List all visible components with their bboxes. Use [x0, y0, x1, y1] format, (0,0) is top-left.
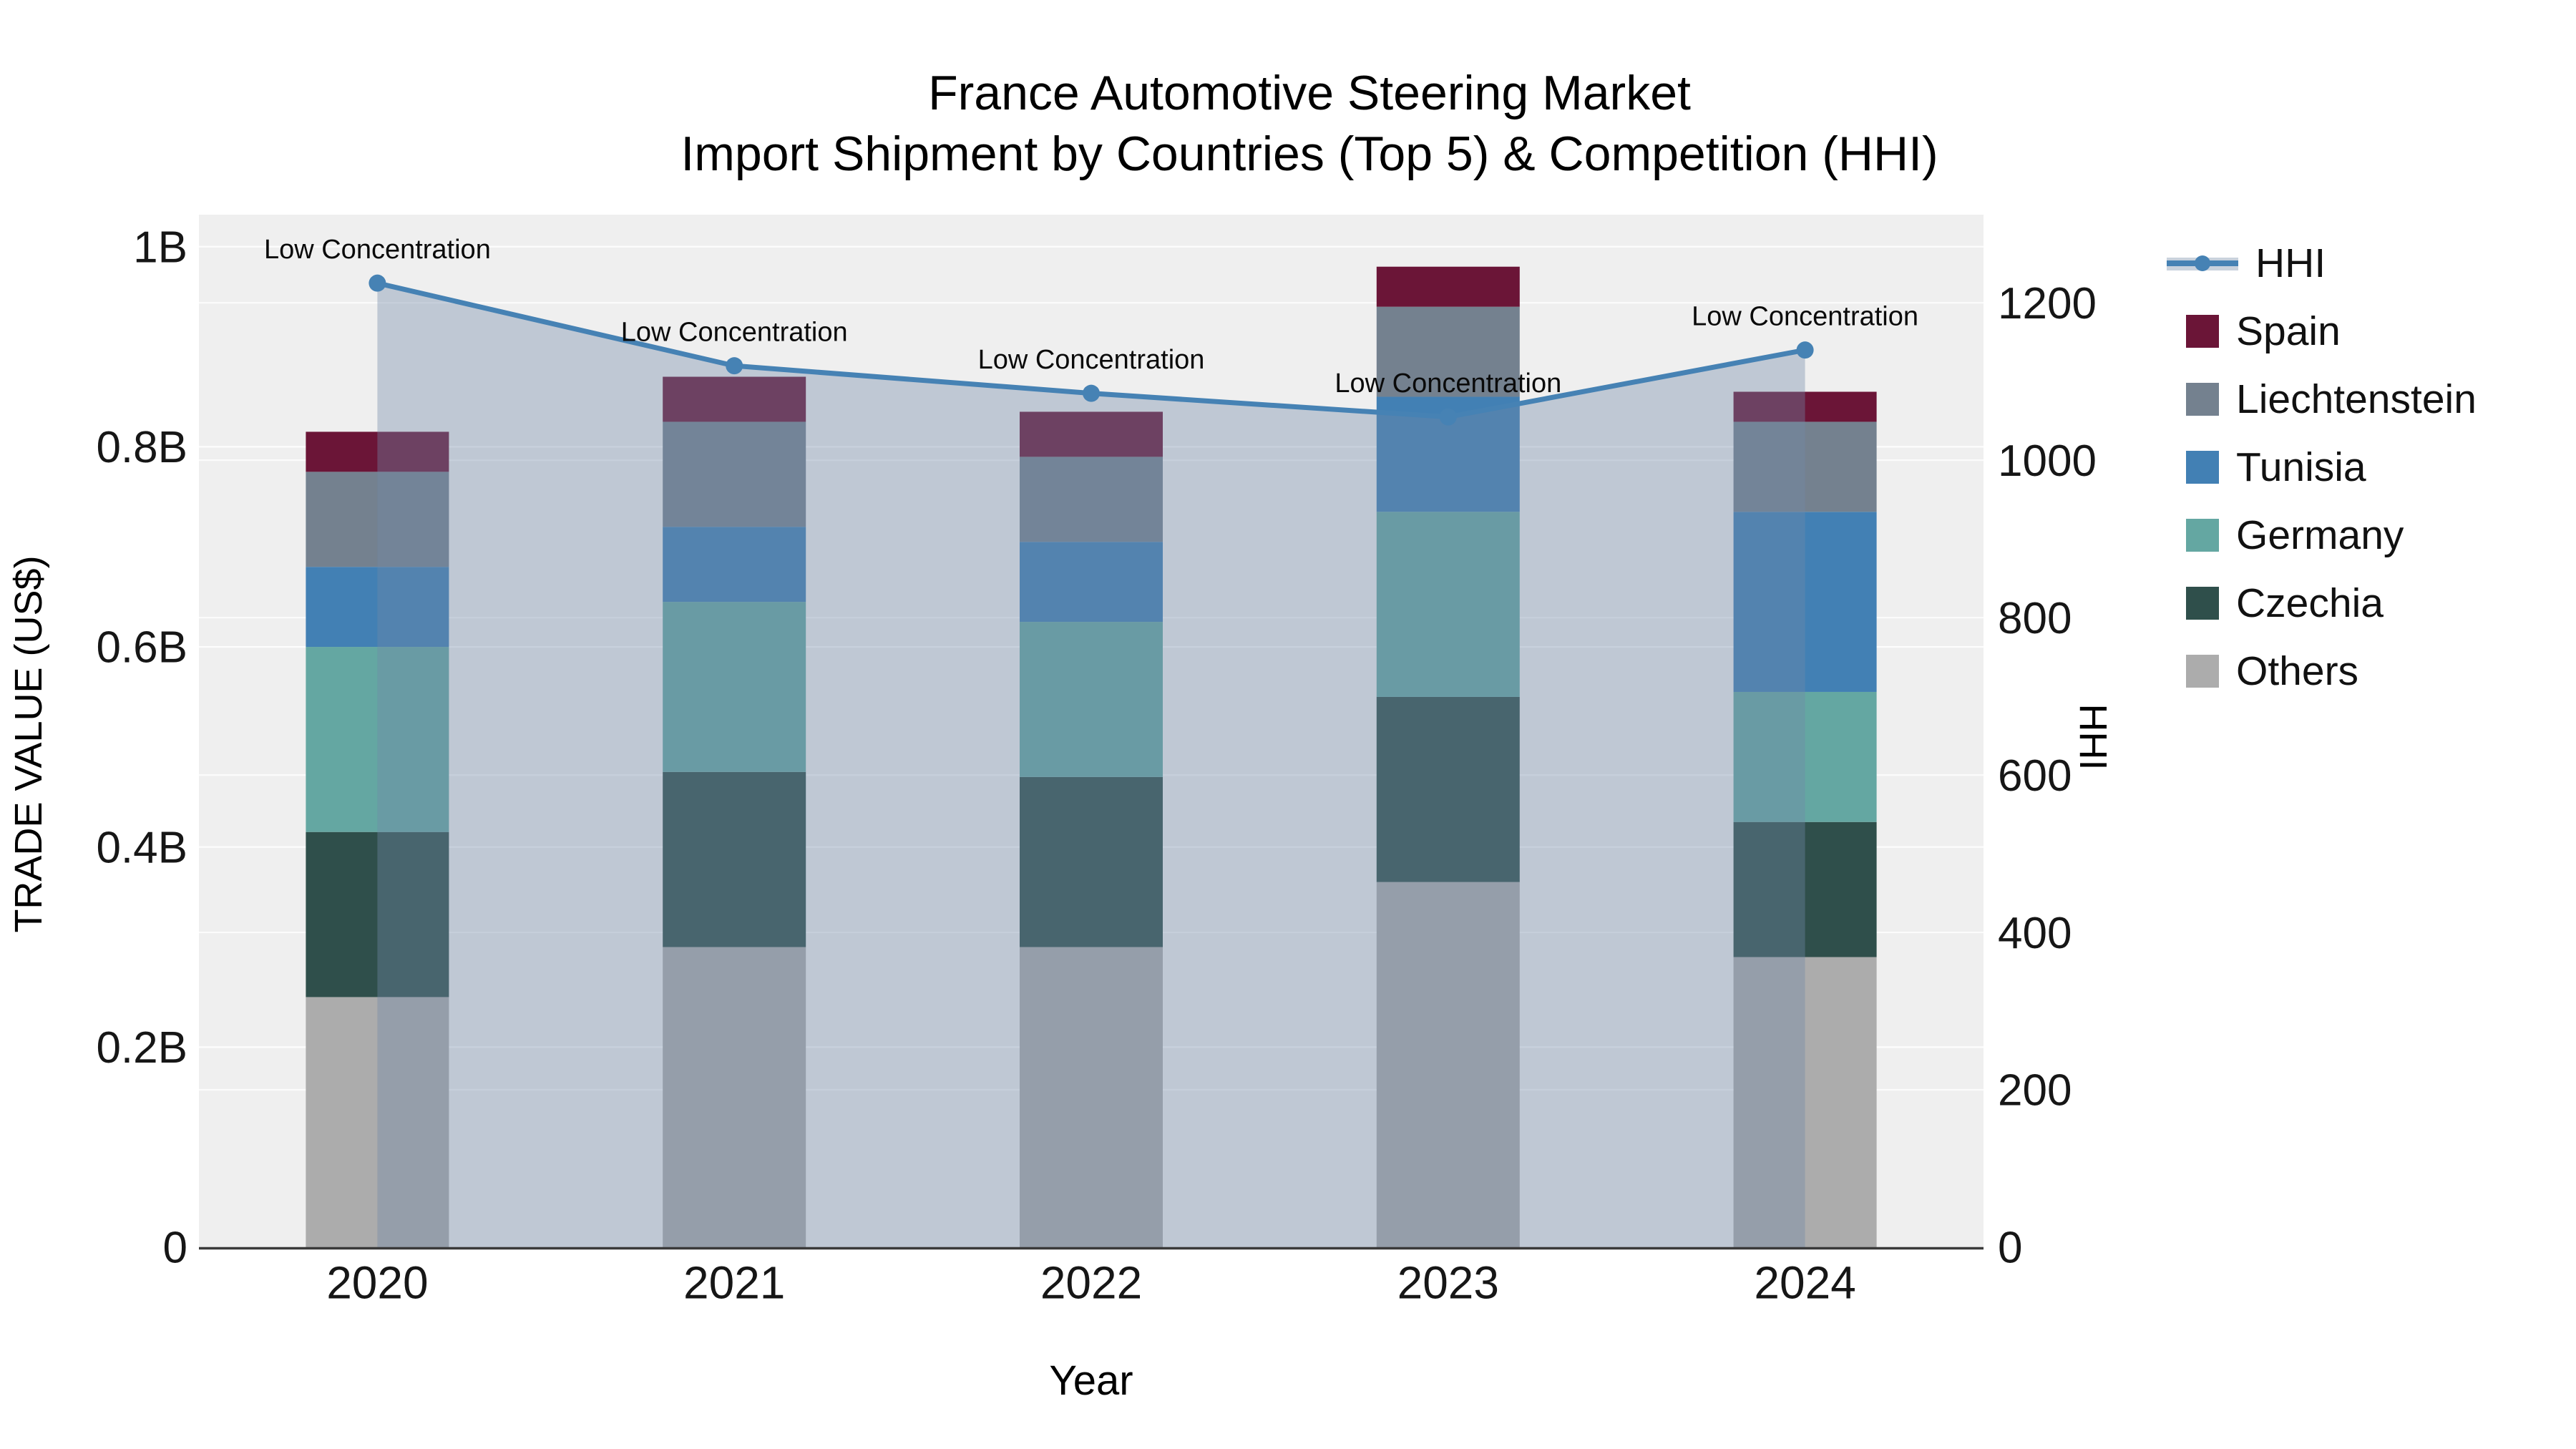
bar-segment-czechia-2020[interactable] [306, 831, 449, 997]
y-left-tick-1B: 1B [133, 223, 187, 272]
x-tick-2020: 2020 [326, 1257, 428, 1308]
bar-segment-czechia-2023[interactable] [1376, 696, 1520, 882]
y-right-tick-400: 400 [1998, 909, 2072, 958]
x-axis-title: Year [1049, 1357, 1133, 1404]
bar-segment-liechtenstein-2023[interactable] [1376, 306, 1520, 397]
bar-segment-czechia-2021[interactable] [663, 771, 806, 947]
legend-item-spain[interactable]: Spain [2167, 297, 2477, 365]
bar-segment-czechia-2022[interactable] [1020, 776, 1163, 947]
bar-segment-others-2024[interactable] [1733, 957, 1877, 1247]
bar-segment-spain-2021[interactable] [663, 376, 806, 422]
legend-label: Tunisia [2236, 444, 2366, 490]
others-swatch-icon [2186, 654, 2219, 688]
hhi-area-fill [377, 283, 1805, 1247]
x-tick-2024: 2024 [1754, 1257, 1855, 1308]
hhi-marker-2022[interactable] [1083, 384, 1100, 402]
y-left-tick-0.8B: 0.8B [96, 423, 187, 472]
bar-segment-germany-2021[interactable] [663, 602, 806, 772]
spain-swatch-icon [2186, 314, 2219, 348]
bar-segment-liechtenstein-2021[interactable] [663, 421, 806, 527]
legend-label: Liechtenstein [2236, 376, 2477, 422]
y-left-tick-0.4B: 0.4B [96, 823, 187, 872]
y-right-tick-0: 0 [1998, 1224, 2022, 1273]
legend-item-hhi[interactable]: HHI [2167, 229, 2477, 297]
legend-label: Others [2236, 648, 2359, 694]
y-left-tick-0.6B: 0.6B [96, 623, 187, 673]
bar-segment-germany-2020[interactable] [306, 647, 449, 832]
bar-segment-tunisia-2022[interactable] [1020, 542, 1163, 623]
bar-segment-tunisia-2021[interactable] [663, 527, 806, 602]
czechia-swatch-icon [2186, 586, 2219, 620]
legend-item-czechia[interactable]: Czechia [2167, 569, 2477, 637]
legend-item-liechtenstein[interactable]: Liechtenstein [2167, 365, 2477, 433]
y-left-tick-0: 0 [163, 1224, 187, 1273]
legend-item-tunisia[interactable]: Tunisia [2167, 433, 2477, 501]
hhi-marker-2020[interactable] [369, 274, 386, 292]
legend-item-germany[interactable]: Germany [2167, 501, 2477, 569]
germany-swatch-icon [2186, 518, 2219, 552]
hhi-marker-2023[interactable] [1439, 408, 1457, 426]
legend-label: Germany [2236, 512, 2404, 558]
bar-segment-tunisia-2024[interactable] [1733, 512, 1877, 692]
hhi-marker-2021[interactable] [726, 357, 743, 375]
legend-label: Czechia [2236, 580, 2384, 626]
legend: HHI Spain Liechtenstein Tunisia Germany Czech… [2167, 229, 2477, 705]
chart-title-line1: France Automotive Steering Market [928, 66, 1691, 120]
liechtenstein-swatch-icon [2186, 382, 2219, 416]
y-right-tick-200: 200 [1998, 1066, 2072, 1116]
legend-label: Spain [2236, 308, 2341, 354]
legend-item-others[interactable]: Others [2167, 637, 2477, 705]
x-tick-2022: 2022 [1040, 1257, 1142, 1308]
y-right-tick-1000: 1000 [1998, 436, 2097, 486]
x-tick-2023: 2023 [1397, 1257, 1499, 1308]
annotation-2020: Low Concentration [264, 235, 491, 265]
bar-segment-liechtenstein-2022[interactable] [1020, 457, 1163, 542]
bar-segment-spain-2024[interactable] [1733, 391, 1877, 422]
bar-segment-liechtenstein-2024[interactable] [1733, 421, 1877, 512]
annotation-2022: Low Concentration [978, 345, 1205, 375]
bar-segment-germany-2023[interactable] [1376, 512, 1520, 697]
bar-segment-liechtenstein-2020[interactable] [306, 472, 449, 567]
chart-title: France Automotive Steering Market Import… [21, 63, 2576, 185]
annotation-2024: Low Concentration [1692, 301, 1918, 331]
annotation-2023: Low Concentration [1335, 369, 1561, 399]
bar-segment-czechia-2024[interactable] [1733, 821, 1877, 957]
y-axis-right-title: HHI [2072, 703, 2114, 771]
legend-label: HHI [2255, 240, 2326, 286]
bar-segment-others-2020[interactable] [306, 997, 449, 1247]
bar-segment-spain-2023[interactable] [1376, 266, 1520, 307]
bar-segment-germany-2022[interactable] [1020, 622, 1163, 777]
bar-segment-others-2021[interactable] [663, 947, 806, 1247]
y-axis-left-title: TRADE VALUE (US$) [7, 555, 50, 933]
y-left-tick-0.2B: 0.2B [96, 1023, 187, 1073]
bar-segment-spain-2022[interactable] [1020, 411, 1163, 457]
hhi-line-marker-icon [2167, 247, 2238, 280]
hhi-marker-2024[interactable] [1796, 341, 1814, 359]
bar-segment-spain-2020[interactable] [306, 431, 449, 472]
bar-segment-germany-2024[interactable] [1733, 691, 1877, 822]
bar-segment-tunisia-2020[interactable] [306, 567, 449, 648]
hhi-icon-dot [2195, 255, 2210, 271]
annotation-2021: Low Concentration [621, 317, 848, 347]
y-right-tick-1200: 1200 [1998, 279, 2097, 328]
y-right-tick-600: 600 [1998, 751, 2072, 801]
bar-segment-others-2023[interactable] [1376, 882, 1520, 1247]
chart-title-line2: Import Shipment by Countries (Top 5) & C… [680, 127, 1938, 181]
tunisia-swatch-icon [2186, 450, 2219, 484]
y-right-tick-800: 800 [1998, 594, 2072, 643]
bar-segment-others-2022[interactable] [1020, 947, 1163, 1247]
x-tick-2021: 2021 [683, 1257, 785, 1308]
